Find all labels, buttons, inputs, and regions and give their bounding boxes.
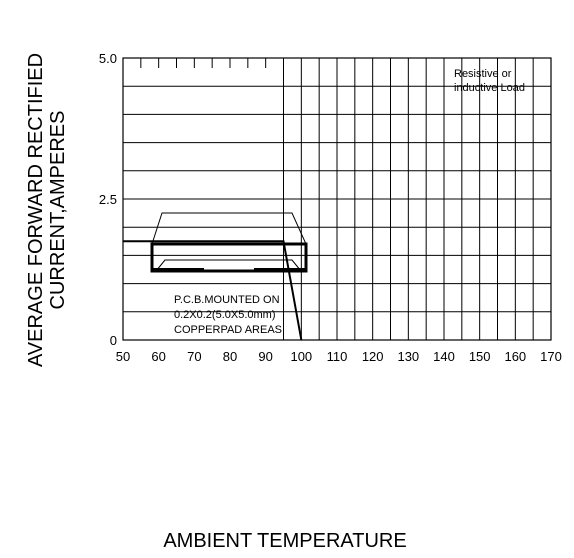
- x-tick-label: 170: [540, 349, 562, 364]
- x-tick-label: 150: [469, 349, 491, 364]
- package-inner-outline: [155, 259, 302, 272]
- y-tick-labels: 0 2.5 5.0: [99, 51, 117, 348]
- x-tick-label: 130: [397, 349, 419, 364]
- series-point: [282, 240, 285, 242]
- x-tick-label: 50: [116, 349, 130, 364]
- load-annotation-line2: inductive Load: [454, 82, 525, 94]
- y-axis-label-line2: CURRENT,AMPERES: [47, 111, 69, 310]
- x-tick-label: 110: [327, 349, 348, 364]
- x-tick-label: 120: [362, 349, 384, 364]
- series-point: [300, 339, 302, 341]
- package-body: [150, 242, 308, 273]
- package-right-lead: [254, 268, 306, 271]
- minor-ticks: [140, 58, 267, 68]
- grid: [123, 58, 551, 340]
- pcb-annotation-line2: 0.2X0.2(5.0X5.0mm): [174, 309, 276, 321]
- x-tick-label: 70: [187, 349, 201, 364]
- package-drawing: [150, 212, 308, 273]
- pcb-annotation-line1: P.C.B.MOUNTED ON: [174, 294, 280, 306]
- plot-frame: [122, 57, 552, 341]
- series-point: [122, 240, 124, 242]
- package-left-lead: [152, 268, 204, 271]
- x-axis-label: AMBIENT TEMPERATURE: [163, 530, 406, 552]
- load-annotation-line1: Resistive or: [454, 68, 512, 80]
- x-tick-label: 140: [433, 349, 455, 364]
- x-tick-labels: 50 60 70 80 90 100 110 120 130 140 150 160 170: [116, 349, 562, 364]
- y-tick-label: 5.0: [99, 51, 117, 66]
- series-layer: [122, 240, 303, 341]
- x-tick-label: 80: [223, 349, 237, 364]
- y-tick-label: 0: [110, 333, 117, 348]
- x-tick-label: 100: [290, 349, 312, 364]
- y-tick-label: 2.5: [99, 192, 117, 207]
- pcb-annotation-line3: COPPERPAD AREAS: [174, 324, 282, 336]
- package-top-outline: [151, 212, 307, 245]
- y-axis-label-line1: AVERAGE FORWARD RECTIFIED: [25, 53, 47, 367]
- x-tick-label: 60: [151, 349, 165, 364]
- x-tick-label: 160: [504, 349, 526, 364]
- x-tick-label: 90: [258, 349, 272, 364]
- plot-border: [122, 57, 552, 341]
